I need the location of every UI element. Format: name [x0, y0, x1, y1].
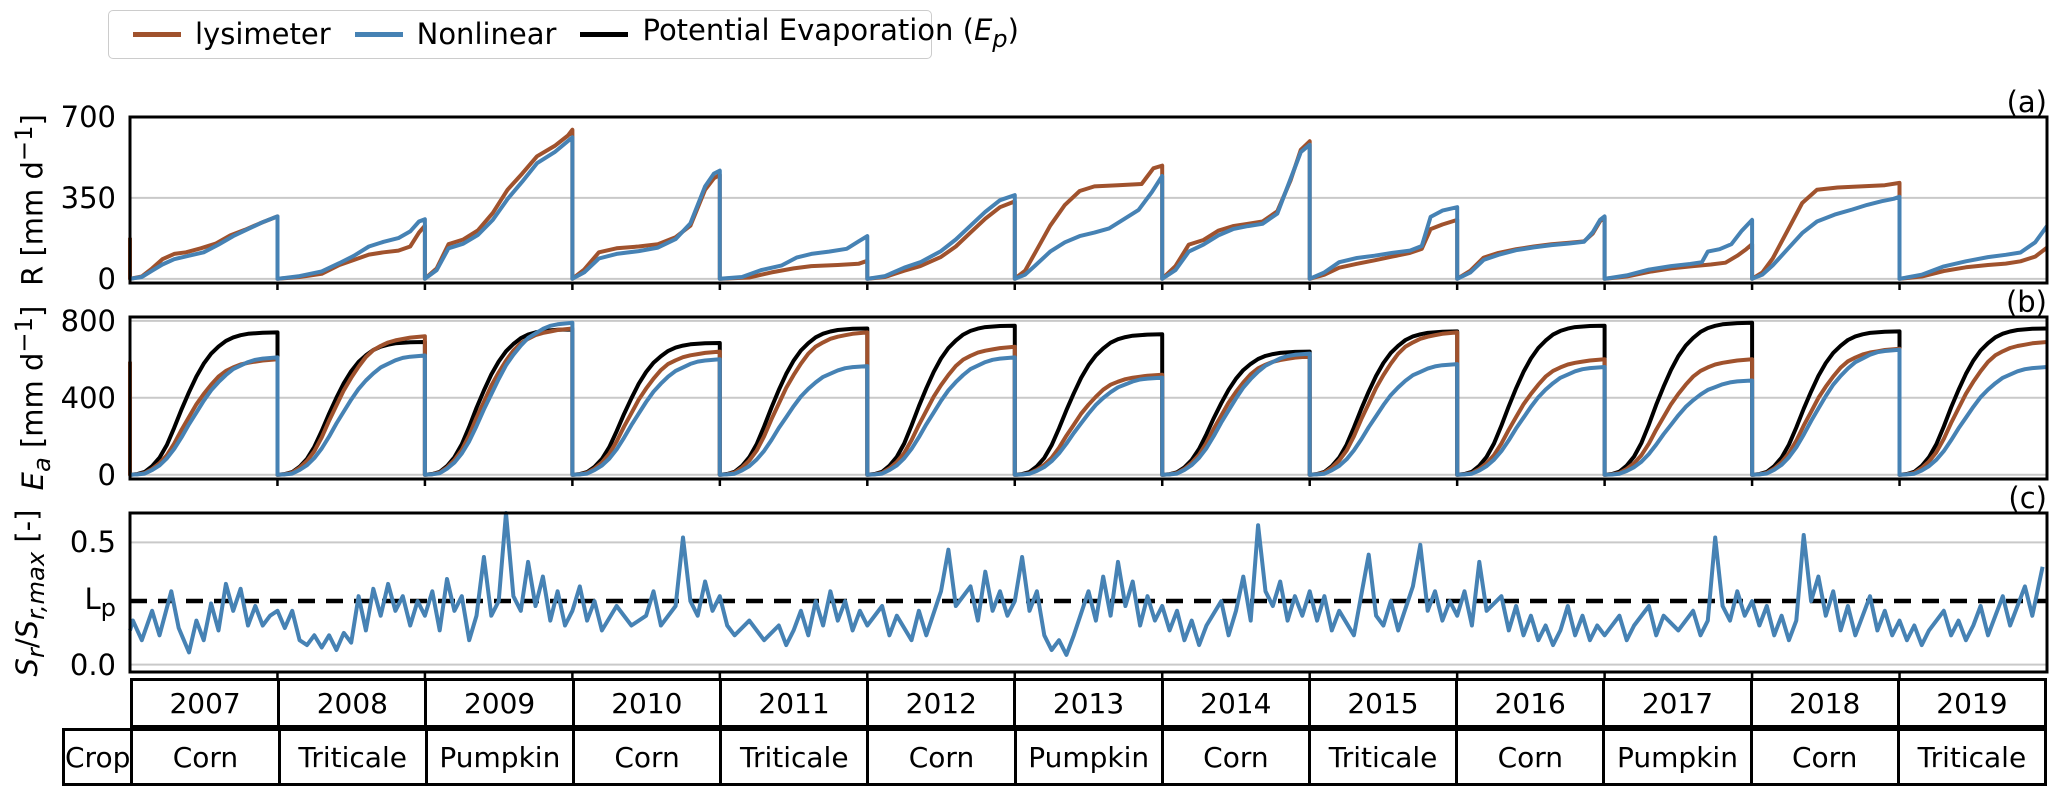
crop-cell: Corn: [1455, 731, 1602, 783]
panel-label-a: (a): [2006, 85, 2047, 119]
crop-cell: Triticale: [719, 731, 866, 783]
year-cell: 2012: [866, 681, 1013, 725]
year-cell: 2019: [1896, 681, 2044, 725]
y-tick-label-b: 0: [97, 457, 116, 492]
year-cell: 2017: [1602, 681, 1749, 725]
nonlinear-line-b: [129, 320, 2048, 477]
legend-item-potential-evaporation: Potential Evaporation (Ep): [580, 12, 1019, 54]
crop-cell: Corn: [1749, 731, 1897, 783]
panel-frame-b: [128, 315, 2049, 481]
y-tick-label-c: 0.0: [69, 647, 116, 682]
legend-item-lysimeter: lysimeter: [133, 20, 331, 49]
year-axis-row: 2007 2008 2009 2010 2011 2012 2013 2014 2015 2016…: [130, 678, 2047, 728]
lysimeter-line-a: [128, 127, 2049, 281]
nonlinear-line-a: [129, 135, 2049, 281]
crop-cell: Pumpkin: [424, 731, 572, 783]
potential-evaporation-line-swatch-icon: [580, 31, 629, 37]
panel-frame-c: [128, 511, 2049, 674]
crop-table-row: Crop Corn Triticale Pumpkin Corn Triticale Cor…: [62, 728, 2047, 786]
y-tick-label-b: 400: [60, 380, 116, 415]
y-tick-label-c: 0.5: [69, 525, 116, 560]
y-tick-label-b: 800: [60, 303, 116, 338]
panel-label-c: (c): [2008, 481, 2047, 515]
crop-cell: Triticale: [277, 731, 425, 783]
year-cell: 2016: [1455, 681, 1602, 725]
year-cell: 2010: [571, 681, 719, 725]
crop-cell: Corn: [1160, 731, 1308, 783]
crop-row-header: Crop: [65, 740, 131, 774]
panel-frame-a: [128, 115, 2049, 285]
lysimeter-line-swatch-icon: [133, 32, 181, 37]
year-cell: 2013: [1013, 681, 1160, 725]
crop-cell: Pumpkin: [1602, 731, 1749, 783]
lysimeter-line-b: [128, 326, 2048, 477]
year-cell: 2011: [718, 681, 866, 725]
crop-cell: Corn: [866, 731, 1013, 783]
y-axis-label-c: Sr/Sr,max [-]: [10, 509, 50, 676]
year-cell: 2007: [169, 686, 241, 720]
year-cell: 2008: [277, 681, 424, 725]
y-tick-label-a: 700: [60, 100, 116, 134]
year-cell: 2009: [424, 681, 571, 725]
crop-cell: Corn: [571, 731, 719, 783]
nonlinear-line-swatch-icon: [354, 32, 403, 37]
legend-label: lysimeter: [195, 17, 331, 51]
panel-label-b: (b): [2005, 285, 2047, 319]
y-tick-label-a: 0: [97, 261, 116, 296]
y-tick-label-a: 350: [60, 180, 116, 215]
legend-item-nonlinear: Nonlinear: [354, 17, 557, 51]
crop-cell: Triticale: [1896, 731, 2044, 783]
legend-label: Nonlinear: [416, 17, 557, 51]
legend: lysimeter Nonlinear Potential Evaporation …: [108, 10, 1019, 59]
crop-cell: Pumpkin: [1013, 731, 1161, 783]
crop-cell: Triticale: [1307, 731, 1455, 783]
year-cell: 2014: [1160, 681, 1308, 725]
lp-label: Lp: [84, 582, 116, 622]
sr-sr-max-line-c: [128, 511, 2045, 657]
legend-label: Potential Evaporation (Ep): [642, 12, 1019, 53]
year-cell: 2015: [1307, 681, 1455, 725]
crop-cell: Corn: [130, 731, 277, 783]
year-cell: 2018: [1749, 681, 1897, 725]
